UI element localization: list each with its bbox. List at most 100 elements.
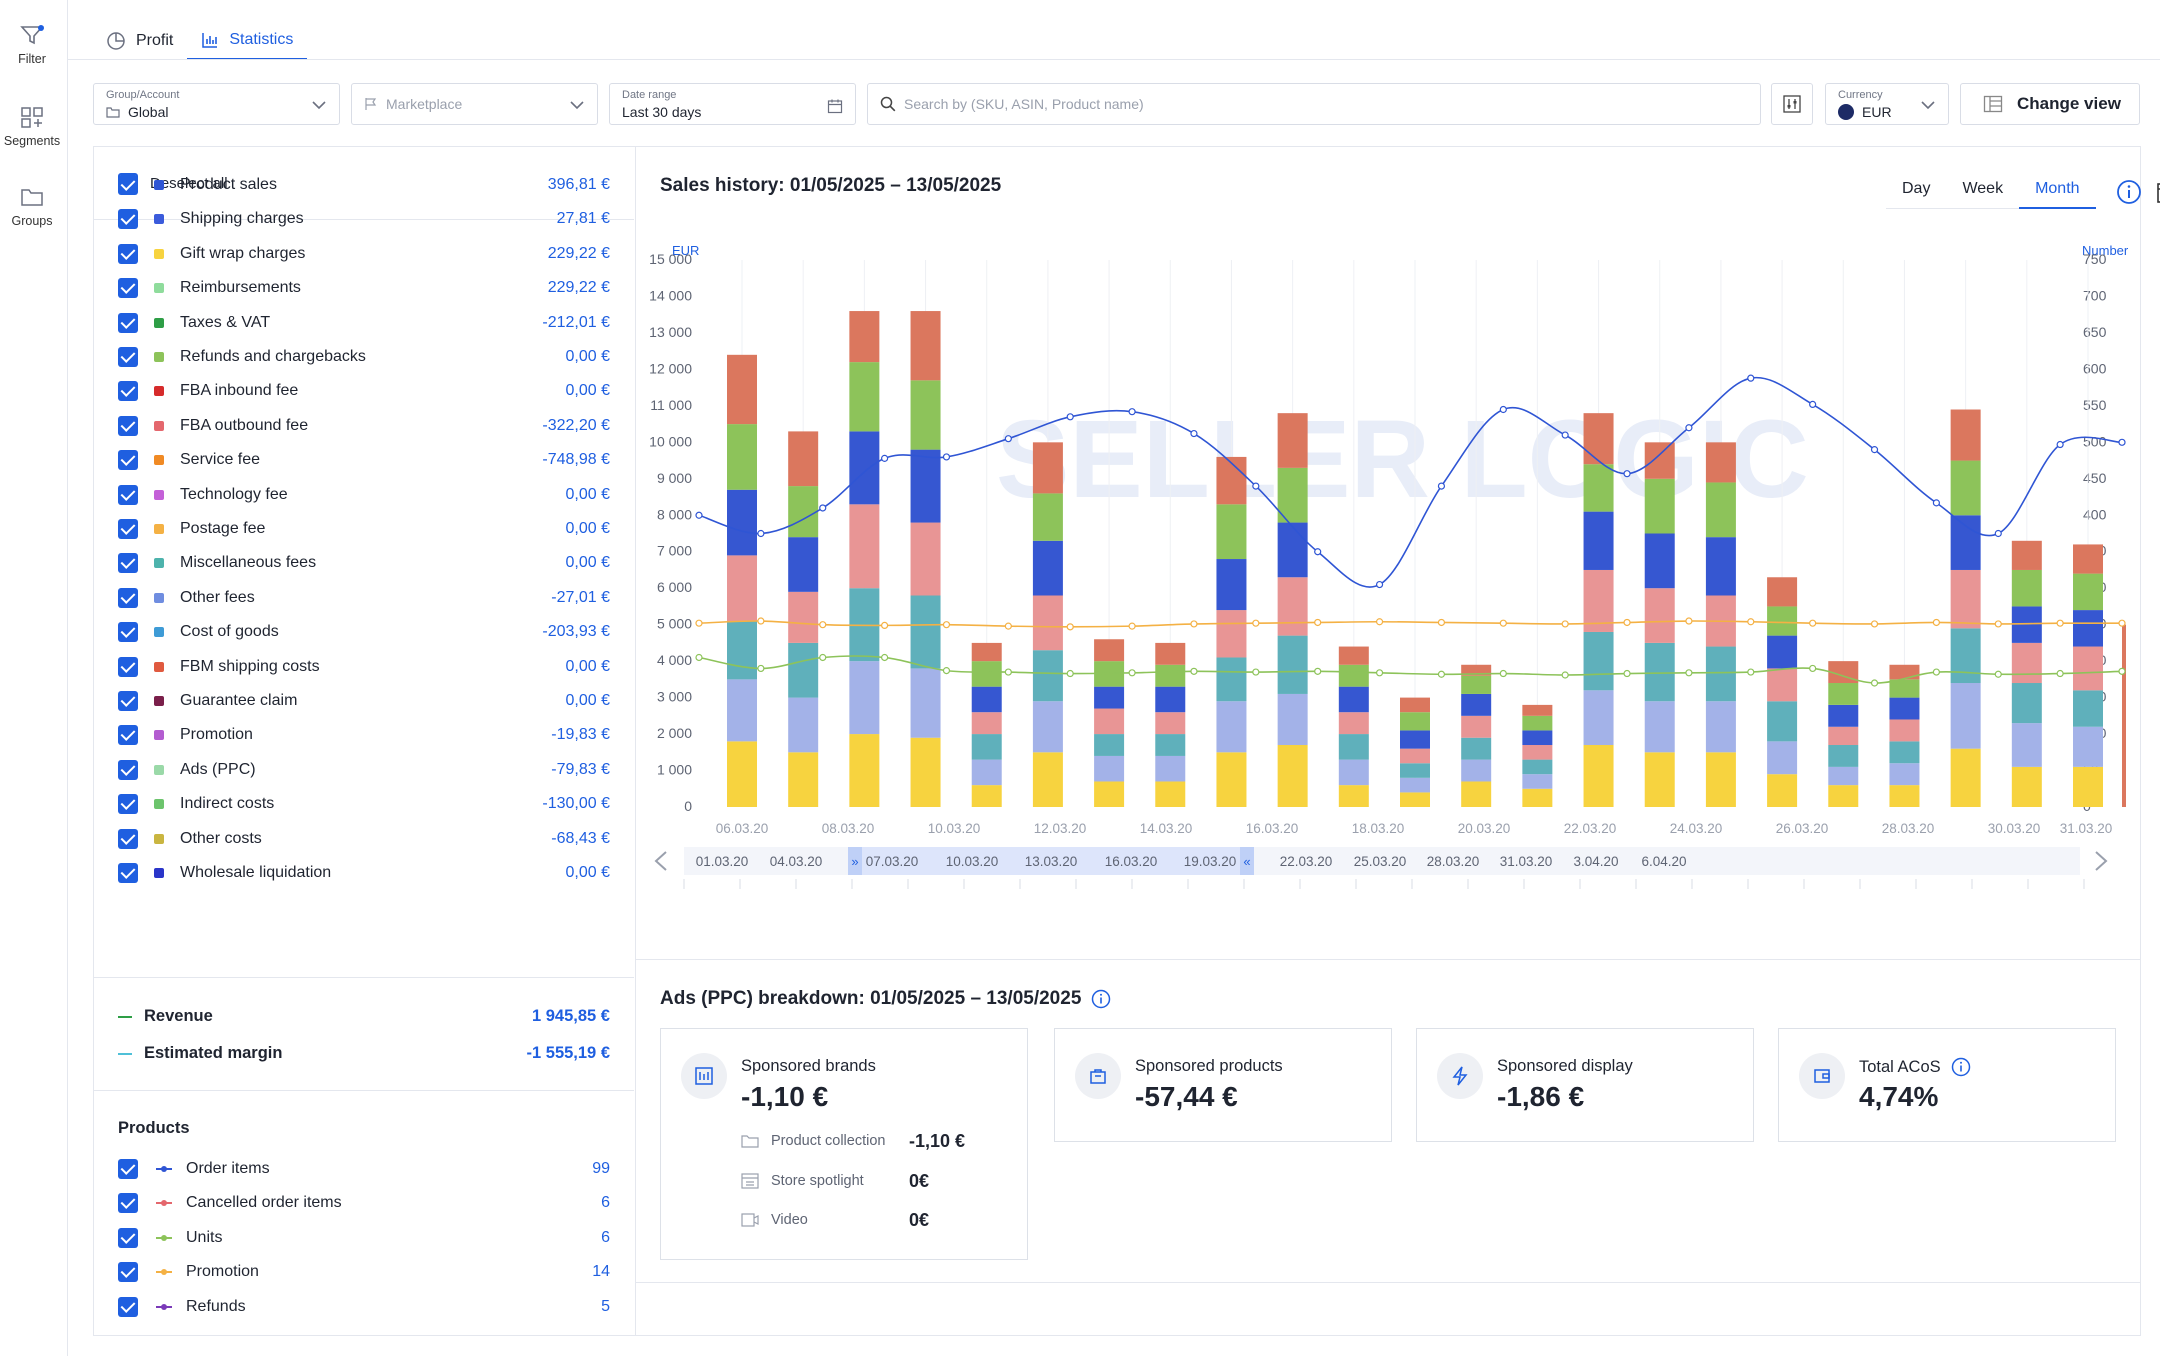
y2-tick-label: 650 xyxy=(2083,324,2107,340)
sub-value: -1,10 € xyxy=(909,1130,966,1151)
product-checkbox[interactable] xyxy=(118,1296,138,1317)
metric-checkbox[interactable] xyxy=(118,656,138,677)
tab-profit[interactable]: Profit xyxy=(92,22,187,60)
metric-row[interactable]: Shipping charges 27,81 € xyxy=(118,202,610,236)
metric-row[interactable]: FBM shipping costs 0,00 € xyxy=(118,650,610,684)
metric-checkbox[interactable] xyxy=(118,175,138,195)
metric-checkbox[interactable] xyxy=(118,553,138,574)
metric-checkbox[interactable] xyxy=(118,725,138,746)
revenue-label: Revenue xyxy=(144,1007,213,1025)
y2-tick-label: 600 xyxy=(2083,360,2107,376)
metric-row[interactable]: Reimbursements 229,22 € xyxy=(118,271,610,305)
metric-row[interactable]: Ads (PPC) -79,83 € xyxy=(118,753,610,787)
series-point xyxy=(757,529,765,538)
product-metric-row[interactable]: Promotion 14 xyxy=(118,1255,610,1289)
metric-row[interactable]: Service fee -748,98 € xyxy=(118,443,610,477)
search-input[interactable]: Search by (SKU, ASIN, Product name) xyxy=(867,83,1761,125)
period-week[interactable]: Week xyxy=(1962,180,2004,197)
metric-row[interactable]: Other costs -68,43 € xyxy=(118,822,610,856)
metric-row[interactable]: Product sales 396,81 € xyxy=(118,168,610,202)
currency-select[interactable]: Currency EUR xyxy=(1825,83,1949,125)
series-point xyxy=(1437,618,1446,627)
product-checkbox[interactable] xyxy=(118,1227,138,1248)
change-view-button[interactable]: Change view xyxy=(1960,83,2140,125)
rail-groups[interactable]: Groups xyxy=(0,186,64,228)
bar-segment xyxy=(1277,693,1308,746)
column-settings-button[interactable] xyxy=(1771,83,1813,125)
metric-checkbox[interactable] xyxy=(118,587,138,608)
metric-label: Service fee xyxy=(180,451,261,469)
metric-row[interactable]: Wholesale liquidation 0,00 € xyxy=(118,856,610,890)
metric-row[interactable]: Guarantee claim 0,00 € xyxy=(118,684,610,718)
metric-row[interactable]: Miscellaneous fees 0,00 € xyxy=(118,546,610,580)
product-metric-row[interactable]: Units 6 xyxy=(118,1221,610,1255)
period-day[interactable]: Day xyxy=(1902,180,1931,197)
card-sponsored-brands[interactable]: Sponsored brands -1,10 € Product collect… xyxy=(660,1028,1028,1260)
group-account-select[interactable]: Group/Account Global xyxy=(93,83,340,125)
metric-checkbox[interactable] xyxy=(118,622,138,643)
metric-checkbox[interactable] xyxy=(118,794,138,815)
metric-checkbox[interactable] xyxy=(118,450,138,471)
metric-checkbox[interactable] xyxy=(118,381,138,402)
metric-checkbox[interactable] xyxy=(118,278,138,299)
metric-checkbox[interactable] xyxy=(118,209,138,230)
date-range-input[interactable]: Date range Last 30 days xyxy=(609,83,856,125)
metric-row[interactable]: Other fees -27,01 € xyxy=(118,581,610,615)
product-checkbox[interactable] xyxy=(118,1193,138,1214)
bar-segment xyxy=(727,741,757,807)
metric-row[interactable]: Postage fee 0,00 € xyxy=(118,512,610,546)
metric-row[interactable]: FBA inbound fee 0,00 € xyxy=(118,374,610,408)
metric-row[interactable]: Gift wrap charges 229,22 € xyxy=(118,237,610,271)
info-icon[interactable] xyxy=(1091,989,1111,1009)
series-point xyxy=(2118,438,2126,446)
info-icon[interactable] xyxy=(2116,179,2142,205)
metric-color-swatch xyxy=(154,420,164,431)
y-tick-label: 5 000 xyxy=(657,616,692,632)
metric-checkbox[interactable] xyxy=(118,312,138,333)
metric-checkbox[interactable] xyxy=(118,519,138,539)
bar-segment xyxy=(1522,730,1553,746)
calendar-icon[interactable] xyxy=(2156,180,2160,204)
margin-row: Estimated margin -1 555,19 € xyxy=(118,1044,610,1063)
bar-segment xyxy=(1216,610,1247,658)
metric-value: -212,01 € xyxy=(542,313,610,331)
metric-row[interactable]: Cost of goods -203,93 € xyxy=(118,615,610,649)
marketplace-select[interactable]: Marketplace xyxy=(351,83,598,125)
series-point xyxy=(757,617,765,625)
rail-filter[interactable]: Filter xyxy=(0,24,64,66)
metric-checkbox[interactable] xyxy=(118,415,138,436)
metric-checkbox[interactable] xyxy=(118,243,138,264)
card-sponsored-products[interactable]: Sponsored products -57,44 € xyxy=(1054,1028,1392,1142)
calendar-icon[interactable] xyxy=(827,98,843,114)
metric-row[interactable]: FBA outbound fee -322,20 € xyxy=(118,409,610,443)
bar-segment xyxy=(910,380,941,450)
info-icon[interactable] xyxy=(1951,1057,1971,1077)
product-legend-marker xyxy=(156,1302,172,1312)
metric-row[interactable]: Taxes & VAT -212,01 € xyxy=(118,306,610,340)
product-metric-row[interactable]: Cancelled order items 6 xyxy=(118,1186,610,1220)
metric-checkbox[interactable] xyxy=(118,759,138,780)
metric-value: -19,83 € xyxy=(551,726,610,744)
metric-row[interactable]: Refunds and chargebacks 0,00 € xyxy=(118,340,610,374)
metric-checkbox[interactable] xyxy=(118,828,138,849)
bar-segment xyxy=(1032,752,1063,807)
card-total-acos[interactable]: Total ACoS 4,74% xyxy=(1778,1028,2116,1142)
product-checkbox[interactable] xyxy=(118,1262,138,1283)
card-title: Sponsored products xyxy=(1135,1057,1283,1075)
product-metric-row[interactable]: Refunds 5 xyxy=(118,1290,610,1324)
metric-row[interactable]: Technology fee 0,00 € xyxy=(118,478,610,512)
product-value: 99 xyxy=(592,1160,610,1177)
metric-row[interactable]: Indirect costs -130,00 € xyxy=(118,787,610,821)
bar-segment xyxy=(849,311,880,363)
metric-checkbox[interactable] xyxy=(118,484,138,505)
period-month[interactable]: Month xyxy=(2019,169,2096,209)
tab-statistics[interactable]: Statistics xyxy=(187,22,308,60)
metric-row[interactable]: Promotion -19,83 € xyxy=(118,718,610,752)
product-checkbox[interactable] xyxy=(118,1159,138,1179)
product-metric-row[interactable]: Order items 99 xyxy=(118,1152,610,1186)
card-sponsored-display[interactable]: Sponsored display -1,86 € xyxy=(1416,1028,1754,1142)
metric-checkbox[interactable] xyxy=(118,691,138,711)
metric-checkbox[interactable] xyxy=(118,347,138,367)
rail-segments[interactable]: Segments xyxy=(0,106,64,148)
metric-checkbox[interactable] xyxy=(118,863,138,883)
